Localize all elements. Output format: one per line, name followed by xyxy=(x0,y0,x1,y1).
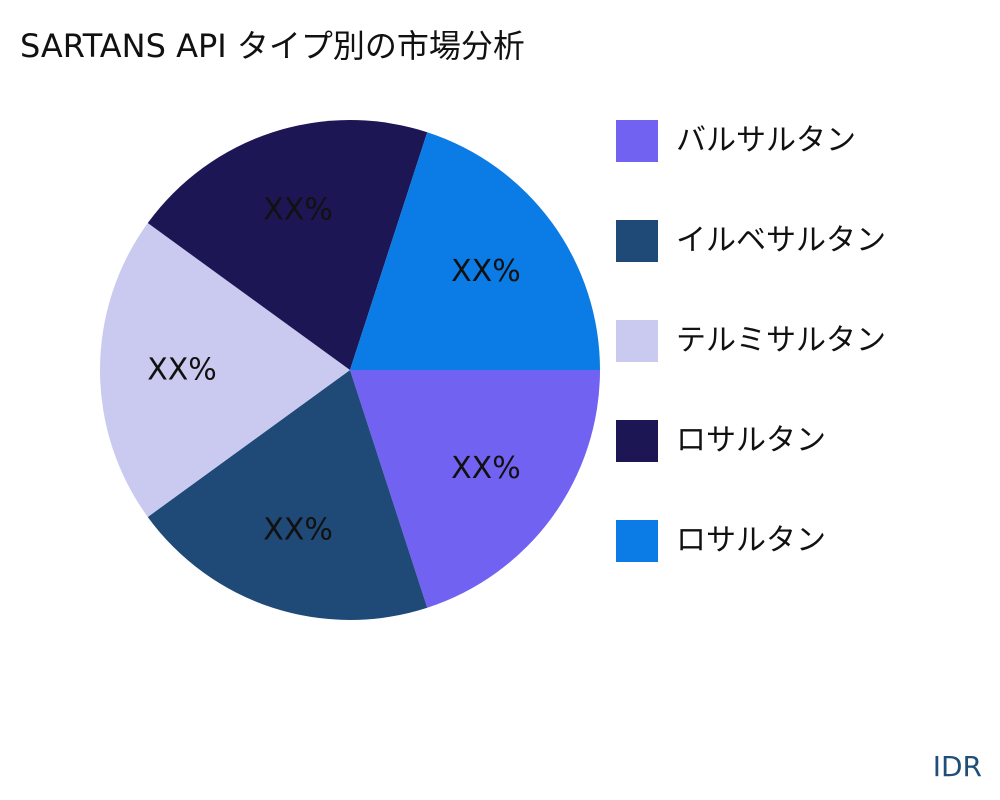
legend-swatch xyxy=(616,320,658,362)
legend-item-1: イルベサルタン xyxy=(616,220,886,262)
legend-label: ロサルタン xyxy=(676,523,826,558)
pie-slice-1 xyxy=(147,370,428,620)
source-label: IDR xyxy=(932,750,982,783)
pie-slice-2 xyxy=(100,223,350,517)
chart-title: SARTANS API タイプ別の市場分析 xyxy=(20,27,525,65)
pie-slice-4 xyxy=(350,132,600,370)
legend-item-4: ロサルタン xyxy=(616,520,826,562)
legend-item-2: テルミサルタン xyxy=(616,320,886,362)
pie-slice-0 xyxy=(350,370,600,608)
slice-value-label-0: XX% xyxy=(451,451,521,486)
legend-swatch xyxy=(616,520,658,562)
legend-swatch xyxy=(616,120,658,162)
legend-label: イルベサルタン xyxy=(676,223,886,258)
slice-value-label-2: XX% xyxy=(147,353,217,388)
slice-value-label-4: XX% xyxy=(451,254,521,289)
legend-label: テルミサルタン xyxy=(676,323,886,358)
legend-swatch xyxy=(616,420,658,462)
legend-label: ロサルタン xyxy=(676,423,826,458)
legend-item-0: バルサルタン xyxy=(616,120,856,162)
legend-item-3: ロサルタン xyxy=(616,420,826,462)
legend-label: バルサルタン xyxy=(676,123,856,158)
pie-chart: XX% XX% XX% XX% XX% xyxy=(100,120,600,620)
pie-slice-3 xyxy=(147,120,428,370)
slice-value-label-1: XX% xyxy=(263,512,333,547)
legend-swatch xyxy=(616,220,658,262)
slice-value-label-3: XX% xyxy=(263,193,333,228)
